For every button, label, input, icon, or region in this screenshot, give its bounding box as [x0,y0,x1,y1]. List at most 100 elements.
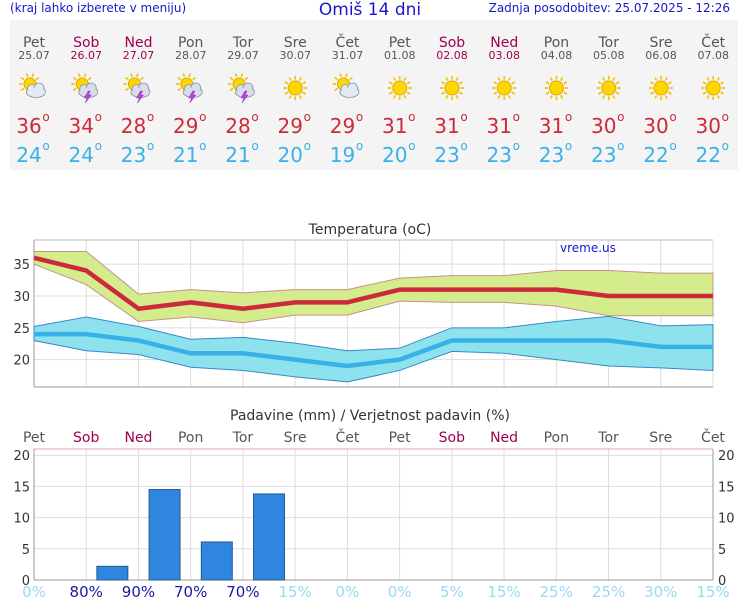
sun-ray [667,81,672,85]
min-temperature: 21 [225,143,250,167]
sun-ray [406,81,411,85]
sun-ray [298,94,302,99]
sun-ray [20,76,25,81]
degree-symbol: o [251,139,258,153]
sun-cloud-icon [19,73,46,98]
degree-symbol: o [565,110,572,124]
min-temperature: 23 [539,143,564,167]
sun-ray [72,76,77,81]
sun-ray [393,77,397,82]
lightning-bolt [83,90,92,104]
max-temperature: 28 [225,114,250,138]
y-tick-label: 35 [13,258,30,273]
forecast-day-name: Sre [284,35,307,51]
min-temperature: 22 [643,143,668,167]
precipitation-probability: 5% [440,583,464,600]
y-tick-label: 25 [13,322,30,337]
min-temperature: 23 [591,143,616,167]
sun-ray [511,81,516,85]
sun-ray [284,81,289,85]
max-temperature: 29 [173,114,198,138]
max-temperature: 31 [382,114,407,138]
x-category-label: Sre [284,430,307,446]
sun-ray [78,73,81,78]
x-category-label: Pon [178,430,203,446]
forecast-day-name: Tor [598,35,620,51]
sun-ray [445,94,449,99]
y-tick-label-left: 10 [13,512,30,527]
y-tick-label-left: 15 [13,480,30,495]
x-category-label: Ned [124,430,152,446]
cloud [26,82,46,98]
y-tick-label-right: 10 [718,512,735,527]
x-category-label: Pet [23,430,46,446]
sun-ray [493,81,498,85]
sun-ray [177,76,182,81]
precipitation-probability: 15% [487,583,520,600]
sun-ray [140,76,144,81]
forecast-date: 27.07 [123,49,155,62]
sun-ray [455,77,459,82]
sun-ray [393,94,397,99]
sun-ray [706,94,710,99]
forecast-day-name: Tor [232,35,254,51]
degree-symbol: o [617,139,624,153]
degree-symbol: o [356,139,363,153]
degree-symbol: o [199,139,206,153]
forecast-date: 26.07 [71,49,103,62]
min-temperature: 19 [330,143,355,167]
forecast-day-name: Ned [125,35,153,51]
min-temperature: 23 [434,143,459,167]
x-category-label: Tor [232,430,254,446]
max-temperature-line [33,255,713,311]
sun-ray [229,76,234,81]
sun-ray [136,73,139,78]
sun-ray [334,76,338,81]
sun-ray [403,94,407,99]
forecast-day-name: Sob [439,35,465,51]
max-temperature: 31 [434,114,459,138]
sun-icon [492,76,517,100]
min-temperature: 22 [696,143,721,167]
sun-ray [20,87,25,92]
precipitation-probability: 70% [174,583,207,600]
sun-icon [596,76,621,100]
thunderstorm-icon [71,73,99,104]
min-temperature: 23 [487,143,512,167]
cloud [339,82,360,98]
sun-ray [493,91,498,95]
forecast-date: 06.08 [645,49,677,62]
precipitation-bar [253,493,286,581]
degree-symbol: o [513,139,520,153]
sun-ray [339,73,342,78]
degree-symbol: o [617,110,624,124]
sun-disc [496,80,512,96]
degree-symbol: o [42,110,49,124]
forecast-date: 28.07 [175,49,207,62]
forecast-date: 31.07 [332,49,364,62]
sun-disc [392,80,408,96]
min-temperature: 20 [382,143,407,167]
sun-ray [234,73,238,78]
sun-ray [702,91,707,95]
sun-ray [229,87,234,92]
min-temperature-range [33,315,714,383]
y-tick-label-left: 0 [22,574,30,589]
forecast-day-name: Pon [178,35,203,51]
sun-ray [716,77,720,82]
sun-ray [664,77,668,82]
page-title: Omiš 14 dni [318,0,422,20]
menu-hint[interactable]: (kraj lahko izberete v meniju) [10,1,187,15]
degree-symbol: o [722,110,729,124]
max-temperature: 36 [16,114,41,138]
sun-ray [334,87,338,92]
degree-symbol: o [147,139,154,153]
precipitation-probability: 30% [644,583,677,600]
degree-symbol: o [722,139,729,153]
sun-ray [650,91,655,95]
forecast-day-name: Čet [701,33,725,51]
forecast-panel [10,20,738,170]
sun-ray [302,91,307,95]
sun-ray [615,91,620,95]
